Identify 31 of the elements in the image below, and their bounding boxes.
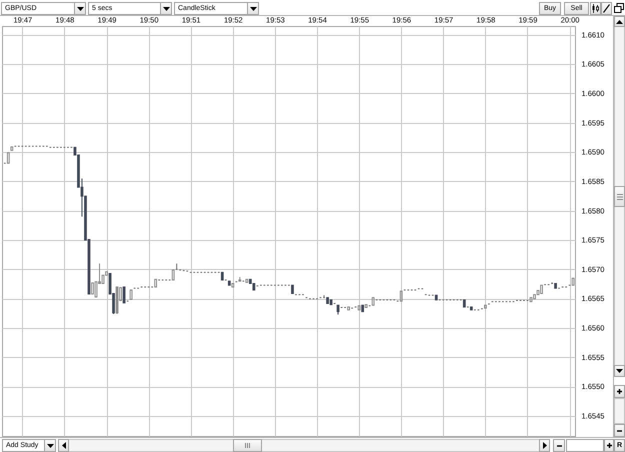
candlestick — [220, 272, 224, 280]
candlestick — [172, 270, 175, 280]
candlestick — [330, 299, 332, 306]
candlestick — [484, 304, 487, 309]
candlestick — [326, 297, 329, 304]
candlestick — [228, 280, 231, 286]
candlestick — [91, 282, 94, 295]
candlestick — [252, 282, 256, 290]
candlestick — [470, 306, 473, 310]
candlestick — [291, 284, 294, 294]
candlestick — [116, 286, 118, 314]
candlestick — [540, 284, 543, 294]
candlestick — [361, 304, 364, 312]
candlestick — [122, 286, 126, 304]
candlestick — [130, 289, 132, 300]
candlestick — [533, 294, 536, 300]
candlestick — [154, 278, 158, 288]
candlestick — [245, 278, 248, 283]
candlestick — [400, 290, 403, 302]
candlestick — [372, 297, 375, 306]
candlestick — [10, 146, 14, 151]
candlestick — [347, 306, 350, 310]
candlestick — [572, 278, 575, 286]
candlestick — [434, 294, 438, 300]
candlestick — [530, 297, 532, 302]
candlestick — [364, 304, 368, 308]
candlestick — [358, 305, 361, 310]
candlestick — [231, 282, 234, 288]
candlestick — [462, 299, 466, 308]
candlestick — [554, 282, 557, 289]
candlestick — [6, 152, 10, 164]
